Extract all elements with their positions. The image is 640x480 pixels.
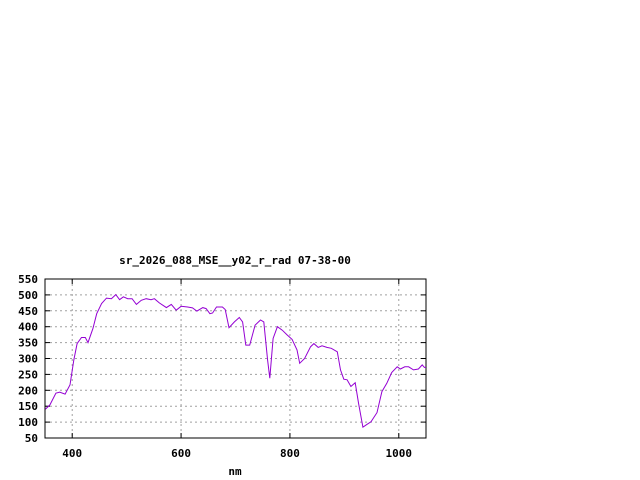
- x-tick-label: 400: [62, 447, 82, 460]
- y-tick-label: 400: [18, 321, 38, 334]
- y-tick-label: 100: [18, 416, 38, 429]
- x-tick-label: 800: [280, 447, 300, 460]
- x-tick-label: 1000: [386, 447, 413, 460]
- series-line: [45, 293, 426, 429]
- y-tick-label: 300: [18, 353, 38, 366]
- y-tick-label: 500: [18, 289, 38, 302]
- y-tick-label: 450: [18, 305, 38, 318]
- chart-title: sr_2026_088_MSE__y02_r_rad 07-38-00: [119, 254, 351, 267]
- y-tick-label: 200: [18, 384, 38, 397]
- grid: [45, 278, 426, 439]
- plot-border: [44, 278, 427, 439]
- y-tick-label: 150: [18, 400, 38, 413]
- y-tick-label: 350: [18, 337, 38, 350]
- x-tick-label: 600: [171, 447, 191, 460]
- tick-labels: 50 100 150 200 250 300 350 400 450 500 550 400 600 80…: [18, 273, 412, 460]
- y-tick-label: 50: [25, 432, 38, 445]
- x-axis-label: nm: [228, 465, 242, 478]
- y-tick-label: 250: [18, 368, 38, 381]
- y-tick-label: 550: [18, 273, 38, 286]
